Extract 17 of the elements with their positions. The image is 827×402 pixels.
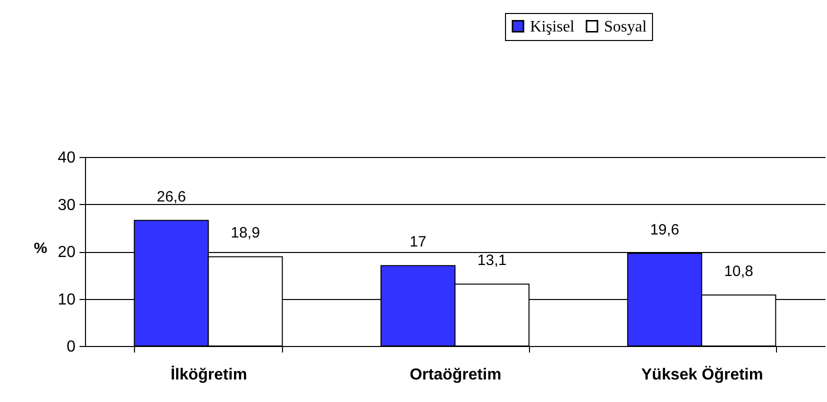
x-tick-label: Yüksek Öğretim bbox=[641, 366, 764, 384]
y-tick-label: 20 bbox=[58, 244, 76, 261]
data-label: 26,6 bbox=[156, 188, 186, 206]
data-label: 18,9 bbox=[230, 224, 260, 242]
legend-label: Kişisel bbox=[530, 18, 575, 36]
data-label: 13,1 bbox=[477, 252, 507, 270]
y-axis-title: % bbox=[34, 240, 48, 257]
x-tick-label: Ortaöğretim bbox=[410, 366, 502, 384]
y-tick-label: 40 bbox=[58, 150, 76, 166]
data-label: 10,8 bbox=[724, 262, 754, 280]
legend-label: Sosyal bbox=[604, 18, 648, 36]
y-tick-label: 30 bbox=[58, 196, 76, 214]
data-label: 19,6 bbox=[650, 221, 680, 238]
y-tick-label: 0 bbox=[66, 338, 76, 356]
data-label: 17 bbox=[410, 234, 426, 251]
y-tick-label: 10 bbox=[58, 291, 76, 308]
x-tick-label: İlköğretim bbox=[170, 366, 248, 384]
